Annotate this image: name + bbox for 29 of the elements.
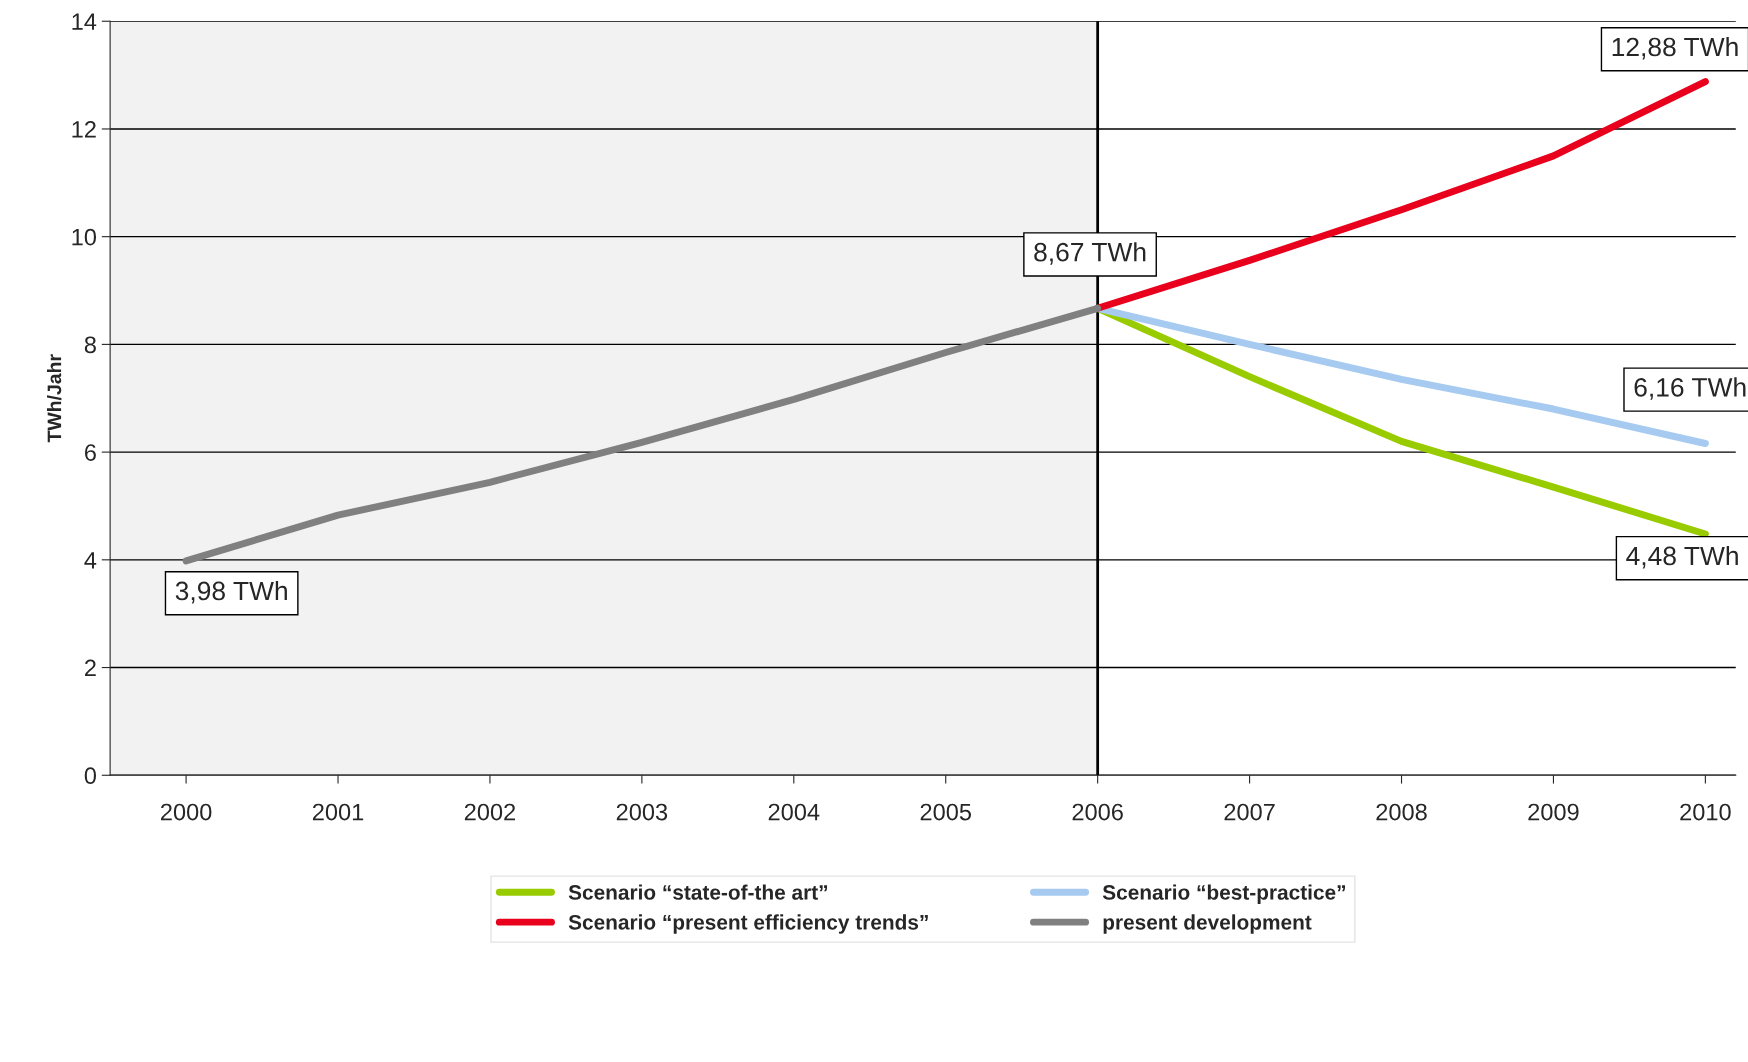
- x-tick-label: 2005: [920, 803, 972, 821]
- y-tick-label: 6: [85, 444, 96, 461]
- x-tick-label: 2001: [312, 803, 364, 821]
- y-tick-label: 2: [84, 659, 96, 677]
- y-tick-label: 0: [84, 767, 97, 785]
- x-tick-label: 2010: [1680, 803, 1731, 821]
- x-tick-label: 2006: [1072, 803, 1123, 821]
- x-tick-label: 2009: [1528, 803, 1579, 821]
- legend-label: Scenario “present efficiency trends”: [568, 914, 928, 934]
- x-tick-label: 2004: [768, 803, 820, 821]
- y-tick-label: 14: [72, 13, 97, 30]
- y-tick-label: 4: [84, 552, 97, 569]
- x-tick-label: 2000: [161, 803, 212, 821]
- x-tick-label: 2003: [616, 803, 668, 821]
- annotation: 4,48 TWh: [1626, 545, 1738, 569]
- annotation: 3,98 TWh: [175, 580, 287, 604]
- y-axis-title: TWh/Jahr: [46, 354, 62, 443]
- annotation: 6,16 TWh: [1634, 377, 1746, 400]
- legend-label: present development: [1103, 914, 1312, 934]
- y-tick-label: 10: [72, 228, 97, 246]
- y-tick-label: 8: [84, 336, 96, 354]
- x-tick-label: 2007: [1224, 803, 1275, 821]
- x-tick-label: 2002: [464, 803, 516, 821]
- annotation: 12,88 TWh: [1612, 36, 1738, 60]
- x-tick-label: 2008: [1376, 803, 1427, 821]
- legend-label: Scenario “state-of-the art”: [568, 884, 828, 900]
- legend-label: Scenario “best-practice”: [1102, 884, 1345, 904]
- y-tick-label: 12: [72, 121, 96, 138]
- annotation: 8,67 TWh: [1034, 242, 1146, 265]
